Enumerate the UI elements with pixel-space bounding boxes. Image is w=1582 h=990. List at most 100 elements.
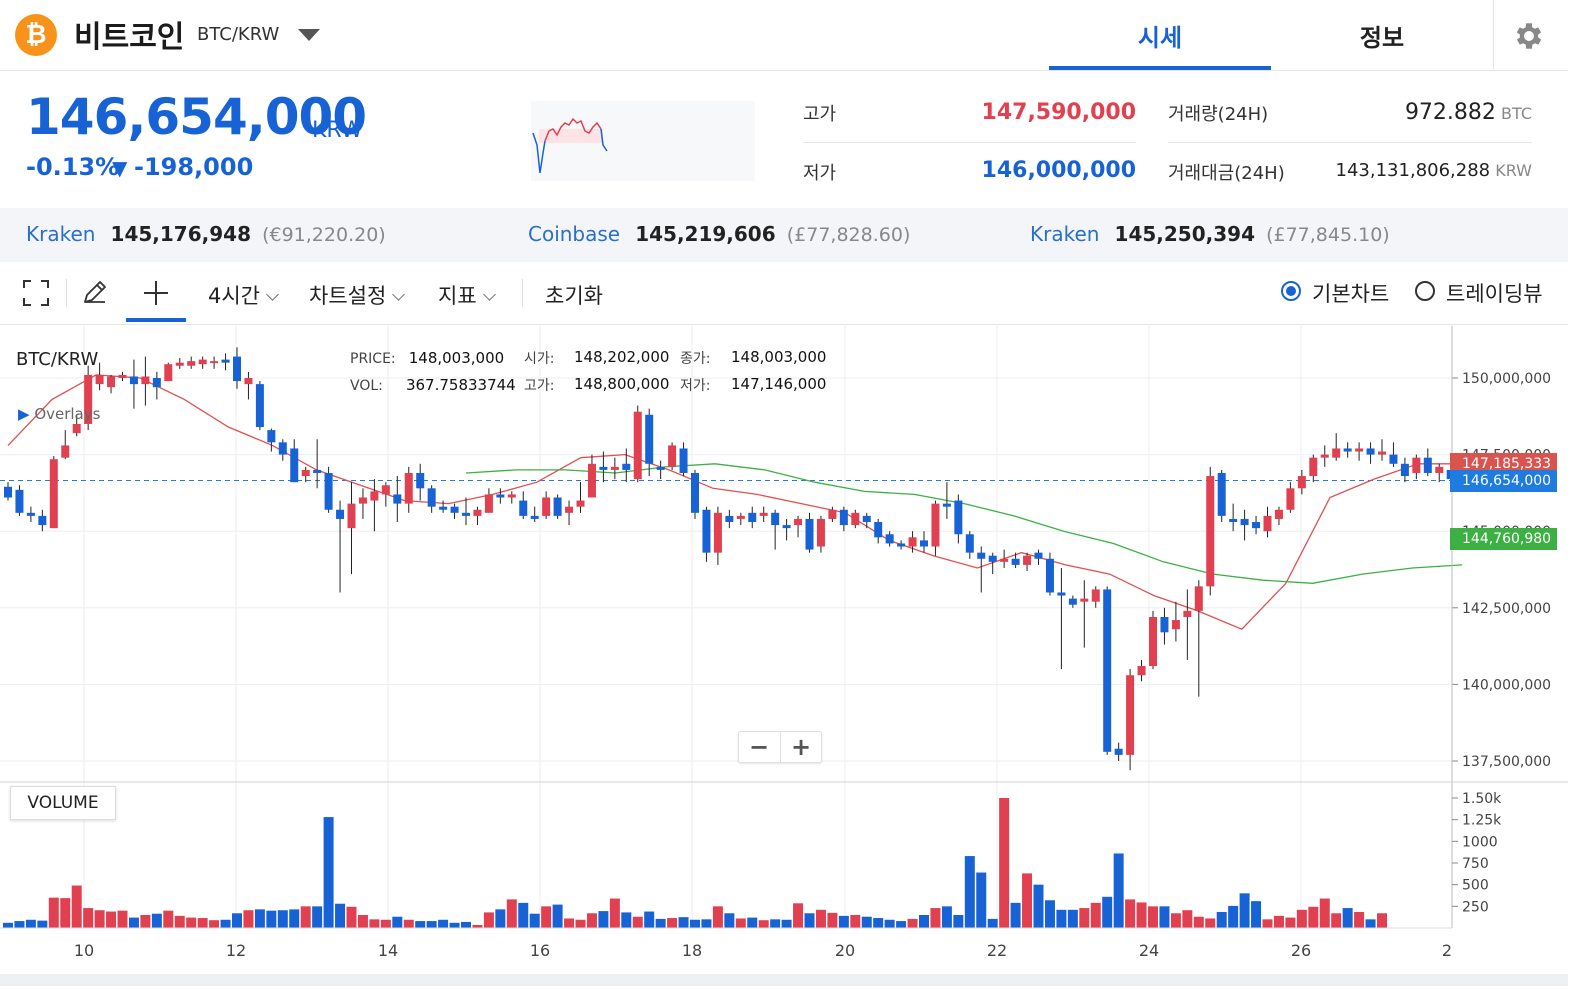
- zoom-out-button[interactable]: −: [748, 733, 770, 761]
- candle-body: [152, 378, 161, 388]
- radio-basic-chart[interactable]: [1281, 281, 1301, 301]
- volume-bar: [1148, 906, 1158, 928]
- ohlc-info-row-1: PRICE: 148,003,000 시가: 148,202,000 종가: 1…: [350, 348, 826, 367]
- candle-body: [313, 469, 322, 473]
- x-axis-label: 10: [74, 941, 94, 960]
- volume-bar: [1331, 913, 1342, 928]
- bottom-strip: [0, 974, 1568, 986]
- amount-24h-label: 거래대금(24H): [1168, 163, 1285, 184]
- chart-settings-dropdown[interactable]: 차트설정: [309, 280, 406, 310]
- volume-bar: [1319, 898, 1330, 928]
- zoom-in-button[interactable]: +: [780, 732, 821, 762]
- volume-bar: [552, 904, 563, 928]
- candlestick-chart[interactable]: 150,000,000147,500,000145,000,000142,500…: [0, 326, 1568, 986]
- volume-bar: [266, 910, 277, 928]
- candle-body: [954, 500, 963, 535]
- candle-body: [221, 359, 230, 363]
- x-axis-label: 18: [682, 941, 702, 960]
- exchange-price: 145,176,948: [110, 222, 251, 246]
- exchange-item[interactable]: Coinbase 145,219,606 (£77,828.60): [528, 222, 910, 246]
- candle-body: [1263, 515, 1272, 532]
- tab-info[interactable]: 정보: [1359, 24, 1405, 52]
- candle-body: [862, 515, 871, 523]
- candle-body: [530, 515, 539, 519]
- volume-bar: [850, 915, 861, 928]
- candle-body: [473, 509, 482, 516]
- volume-bar: [37, 920, 48, 928]
- info-close-label: 종가:: [680, 351, 711, 367]
- volume-24h-value: 972.882: [1404, 100, 1496, 125]
- exchange-fx: (£77,828.60): [786, 224, 911, 246]
- candle-body: [95, 374, 104, 385]
- pair-dropdown-caret-icon[interactable]: [298, 29, 320, 41]
- volume-bar: [621, 912, 632, 928]
- ma-red-line: [7, 374, 1463, 630]
- volume-bar: [449, 922, 460, 928]
- radio-tradingview-label[interactable]: 트레이딩뷰: [1446, 282, 1543, 306]
- exchange-item[interactable]: Kraken 145,250,394 (£77,845.10): [1030, 222, 1390, 246]
- volume-bar: [518, 902, 529, 928]
- radio-basic-chart-label[interactable]: 기본차트: [1312, 282, 1390, 306]
- candle-body: [977, 552, 986, 559]
- stat-divider: [803, 142, 1136, 143]
- candle-body: [370, 491, 379, 501]
- ma-green-price-tag: 144,760,980: [1450, 527, 1558, 550]
- candle-body: [1011, 558, 1020, 565]
- volume-bar: [197, 918, 208, 928]
- chart-toolbar: [0, 262, 1568, 325]
- coin-pair[interactable]: BTC/KRW: [197, 24, 280, 45]
- volume-bar: [541, 906, 552, 928]
- exchange-price: 145,219,606: [635, 222, 776, 246]
- volume-bar: [724, 913, 735, 928]
- vol-axis-label: 1.25k: [1462, 813, 1502, 829]
- candle-body: [1000, 558, 1009, 562]
- crosshair-icon[interactable]: [141, 278, 171, 308]
- volume-bar: [232, 913, 242, 928]
- candle-body: [1366, 448, 1375, 455]
- volume-bar: [357, 915, 368, 928]
- volume-bar: [884, 919, 895, 928]
- indicators-dropdown[interactable]: 지표: [438, 280, 496, 310]
- candle-body: [427, 488, 436, 507]
- interval-dropdown[interactable]: 4시간: [208, 280, 279, 310]
- chevron-down-icon: [266, 288, 279, 301]
- volume-bar: [712, 906, 723, 928]
- tab-price[interactable]: 시세: [1137, 24, 1183, 52]
- candle-body: [290, 448, 299, 483]
- volume-bar: [1033, 884, 1044, 928]
- pencil-icon[interactable]: [80, 277, 110, 307]
- volume-bar: [644, 911, 655, 928]
- volume-bar: [770, 919, 781, 928]
- candle-body: [278, 442, 287, 455]
- volume-bar: [896, 921, 907, 928]
- candle-body: [1378, 451, 1386, 455]
- volume-bar: [254, 909, 265, 928]
- candle-body: [450, 506, 459, 513]
- volume-bar: [529, 913, 540, 928]
- toolbar-divider: [66, 279, 67, 307]
- volume-bar: [1377, 913, 1387, 928]
- volume-bar: [1365, 919, 1376, 928]
- reset-button[interactable]: 초기화: [545, 284, 603, 308]
- candle-body: [656, 466, 665, 470]
- low-label: 저가: [803, 163, 837, 184]
- candle-body: [748, 512, 757, 523]
- gear-icon[interactable]: [1512, 19, 1546, 53]
- candle-body: [1229, 518, 1238, 523]
- overlays-toggle[interactable]: ▶ Overlays: [18, 405, 101, 423]
- volume-bar: [1354, 911, 1365, 928]
- exchange-item[interactable]: Kraken 145,176,948 (€91,220.20): [26, 222, 386, 246]
- candle-body: [1217, 472, 1226, 516]
- fullscreen-icon[interactable]: [22, 279, 50, 307]
- volume-bar: [804, 913, 815, 928]
- coin-name: 비트코인: [74, 20, 185, 55]
- candle-body: [645, 414, 654, 464]
- x-axis-label: 12: [226, 941, 246, 960]
- radio-tradingview[interactable]: [1415, 281, 1435, 301]
- candle-body: [1343, 448, 1352, 452]
- candle-body: [519, 500, 528, 516]
- candle-body: [1171, 620, 1180, 630]
- volume-bar: [919, 915, 929, 928]
- candle-body: [187, 361, 196, 366]
- candle-body: [874, 522, 883, 538]
